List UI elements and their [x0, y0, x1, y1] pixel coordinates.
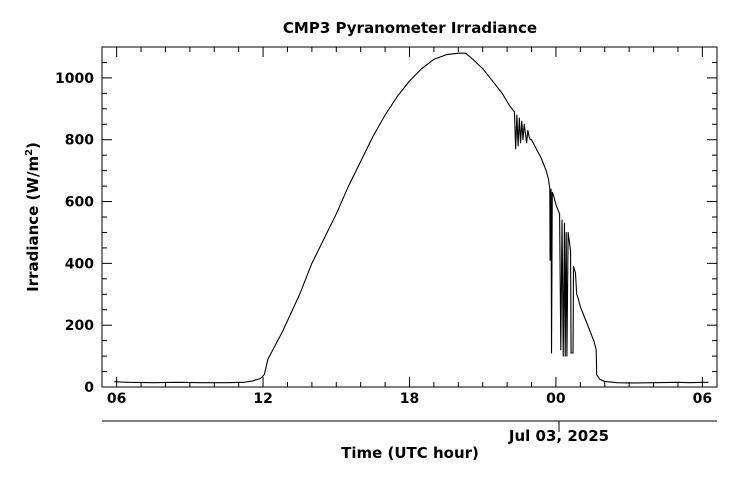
y-tick-label: 800: [65, 133, 94, 149]
series-layer: [114, 52, 709, 384]
plot-frame: [101, 46, 718, 388]
irradiance-series-line: [114, 52, 709, 384]
x-axis: 06 12 18 00 06: [107, 47, 712, 407]
x-tick-label: 06: [693, 391, 712, 407]
y-tick-label: 200: [65, 318, 94, 334]
x-tick-label: 18: [400, 391, 419, 407]
y-axis-label: Irradiance (W/m2): [24, 142, 42, 292]
date-label: Jul 03, 2025: [508, 427, 609, 445]
y-tick-label: 1000: [55, 71, 94, 87]
x-tick-label: 06: [107, 391, 126, 407]
y-tick-label: 0: [84, 380, 94, 396]
y-axis: 0 200 400 600 800 1000: [55, 46, 717, 396]
y-tick-label: 400: [65, 256, 94, 272]
x-tick-label: 12: [253, 391, 272, 407]
chart-title: CMP3 Pyranometer Irradiance: [283, 19, 537, 37]
y-tick-label: 600: [65, 195, 94, 211]
x-axis-label: Time (UTC hour): [341, 444, 479, 462]
x-tick-label: 00: [546, 391, 566, 407]
